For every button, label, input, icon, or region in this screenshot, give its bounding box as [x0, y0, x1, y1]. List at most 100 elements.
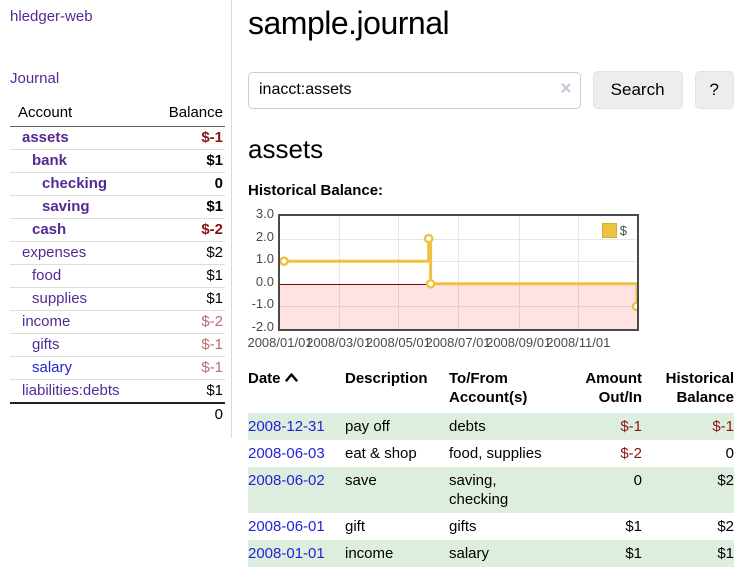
y-axis-tick-label: 0.0 [255, 273, 274, 289]
account-link[interactable]: expenses [22, 244, 87, 261]
y-axis-tick-label: 1.0 [255, 251, 274, 267]
data-point-marker [280, 256, 289, 266]
chart-legend: $ [599, 222, 629, 239]
transaction-date-link[interactable]: 2008-12-31 [248, 418, 325, 435]
transaction-accounts: gifts [449, 518, 477, 535]
transaction-accounts: saving, checking [449, 472, 509, 508]
register-row[interactable]: 2008-06-03 eat & shop food, supplies $-2 0 [248, 440, 734, 467]
account-link[interactable]: salary [32, 359, 73, 376]
register-header-date: Date [248, 366, 345, 413]
search-input[interactable] [248, 71, 581, 109]
account-link[interactable]: gifts [32, 336, 60, 353]
data-point-marker [631, 301, 637, 312]
app-title-link[interactable]: hledger-web [10, 8, 93, 25]
legend-swatch-icon [601, 223, 617, 238]
account-row: saving $1 [10, 195, 225, 219]
register-header-balance: Historical Balance [665, 370, 734, 406]
chart-plot-area[interactable]: $ [278, 214, 639, 331]
register-row[interactable]: 2008-12-31 pay off debts $-1 $-1 [248, 413, 734, 440]
transaction-amount: 0 [633, 472, 642, 489]
search-box: × [248, 71, 581, 109]
register-row[interactable]: 2008-01-01 income salary $1 $1 [248, 540, 734, 567]
account-link[interactable]: assets [22, 129, 69, 146]
account-link[interactable]: liabilities:debts [22, 382, 120, 399]
accounts-total-row: 0 [10, 402, 225, 426]
account-balance: $1 [152, 264, 225, 288]
legend-label: $ [619, 223, 627, 238]
account-heading: assets [248, 134, 324, 164]
y-axis-tick-label: -1.0 [251, 296, 274, 312]
data-point-marker [423, 233, 434, 244]
account-balance: $-1 [152, 126, 225, 150]
accounts-balance-table: Account Balance assets $-1 bank $1 checking 0… [10, 100, 225, 426]
account-link[interactable]: bank [32, 152, 68, 169]
search-bar: × Search ? [248, 71, 734, 109]
account-balance: $1 [152, 287, 225, 311]
transaction-date-link[interactable]: 2008-06-02 [248, 472, 325, 489]
account-row: food $1 [10, 264, 225, 288]
chart-title: Historical Balance: [248, 182, 384, 199]
transaction-accounts: food, supplies [449, 445, 542, 462]
transaction-amount: $-1 [620, 418, 642, 435]
page-title: sample.journal [248, 5, 450, 41]
main-content: sample.journal × Search ? assets Histori… [247, 0, 734, 567]
account-row: liabilities:debts $1 [10, 379, 225, 404]
transaction-description: income [345, 545, 394, 562]
account-link[interactable]: income [22, 313, 71, 330]
x-axis-tick-label: 2008/11/01 [546, 335, 611, 350]
account-link[interactable]: checking [42, 175, 108, 192]
transaction-date-link[interactable]: 2008-06-01 [248, 518, 325, 535]
x-axis-tick-label: 2008/01/01 [247, 335, 313, 350]
account-balance: $1 [152, 379, 225, 404]
help-button[interactable]: ? [694, 71, 734, 109]
account-balance: $1 [152, 149, 225, 173]
register-table: Date Description To/From Account(s) Amou… [248, 366, 734, 567]
x-axis-tick-label: 2008/07/01 [425, 335, 491, 350]
clear-search-icon[interactable]: × [560, 78, 572, 100]
sidebar: hledger-web Journal Account Balance asse… [0, 0, 232, 438]
account-link[interactable]: saving [42, 198, 90, 215]
register-header-amount: Amount Out/In [585, 370, 642, 406]
accounts-column-header: Account [10, 100, 153, 127]
transaction-balance: $-1 [712, 418, 734, 435]
transaction-balance: 0 [725, 445, 734, 462]
transaction-amount: $-2 [620, 445, 642, 462]
journal-nav-link[interactable]: Journal [10, 70, 60, 87]
chart-canvas [280, 216, 637, 329]
transaction-accounts: salary [449, 545, 490, 562]
account-link[interactable]: food [32, 267, 62, 284]
search-button[interactable]: Search [592, 71, 683, 109]
register-header-accounts: To/From Account(s) [449, 370, 528, 406]
account-link[interactable]: supplies [32, 290, 88, 307]
x-axis-tick-label: 2008/09/01 [486, 335, 552, 350]
register-row[interactable]: 2008-06-01 gift gifts $1 $2 [248, 513, 734, 540]
register-row[interactable]: 2008-06-02 save saving, checking 0 $2 [248, 467, 734, 513]
account-row: checking 0 [10, 172, 225, 196]
transaction-date-link[interactable]: 2008-01-01 [248, 545, 325, 562]
account-balance: $2 [152, 241, 225, 265]
transaction-accounts: debts [449, 418, 486, 435]
account-balance: 0 [152, 172, 225, 196]
account-balance: $-2 [152, 310, 225, 334]
historical-balance-chart: $ 3.0 2.0 1.0 0.0 -1.0 -2.0 2008/01/01 2008/03… [247, 207, 734, 354]
account-row: assets $-1 [10, 126, 225, 150]
account-row: supplies $1 [10, 287, 225, 311]
y-axis-tick-label: -2.0 [251, 319, 274, 334]
transaction-description: eat & shop [345, 445, 417, 462]
balance-column-header: Balance [152, 100, 225, 127]
transaction-balance: $2 [717, 518, 734, 535]
account-row: income $-2 [10, 310, 225, 334]
transaction-amount: $1 [625, 518, 642, 535]
app-window: hledger-web Journal Account Balance asse… [0, 0, 734, 567]
transaction-description: pay off [345, 418, 390, 435]
transaction-description: gift [345, 518, 366, 535]
account-balance: $-2 [152, 218, 225, 242]
account-row: gifts $-1 [10, 333, 225, 357]
transaction-description: save [345, 472, 377, 489]
account-balance: $1 [152, 195, 225, 219]
account-row: cash $-2 [10, 218, 225, 242]
account-link[interactable]: cash [32, 221, 67, 238]
transaction-date-link[interactable]: 2008-06-03 [248, 445, 325, 462]
account-balance: $-1 [152, 333, 225, 357]
y-axis-tick-label: 3.0 [255, 206, 274, 221]
